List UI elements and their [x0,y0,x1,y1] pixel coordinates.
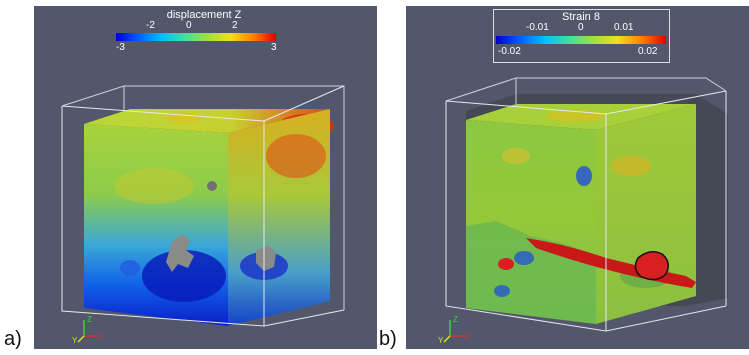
figure-panel-b: Strain 8 -0.01 0 0.01 -0.02 0.02 Z X Y [406,6,749,349]
colorbar-tick: 3 [271,42,277,53]
axis-label-y: Y [438,336,444,345]
figure-label-a: a) [4,328,22,350]
axis-label-x: X [98,332,104,341]
colorbar-tick: -0.01 [526,22,549,33]
colorbar-title: Strain 8 [562,11,600,23]
axis-label-z: Z [87,315,92,324]
colorbar-tick: 0 [186,20,192,31]
colorbar-tick: -0.02 [498,46,521,57]
figure-panel-a: displacement Z -2 0 2 -3 3 Z X Y [34,6,377,349]
colorbar-tick: 0 [578,22,584,33]
axis-label-x: X [464,332,470,341]
colorbar-tick: 0.01 [614,22,634,33]
colorbar [116,33,276,41]
colorbar-tick: 2 [232,20,238,31]
strain-cube-render [443,77,728,343]
colorbar-tick: -2 [146,20,155,31]
colorbar-tick: -3 [116,42,125,53]
figure-label-b: b) [379,328,397,350]
displacement-cube-render [61,85,345,343]
colorbar-tick: 0.02 [638,46,658,57]
axis-label-z: Z [453,315,458,324]
colorbar [496,36,666,44]
colorbar-title: displacement Z [166,9,242,21]
colorbar-frame [493,9,670,63]
axis-label-y: Y [72,336,78,345]
